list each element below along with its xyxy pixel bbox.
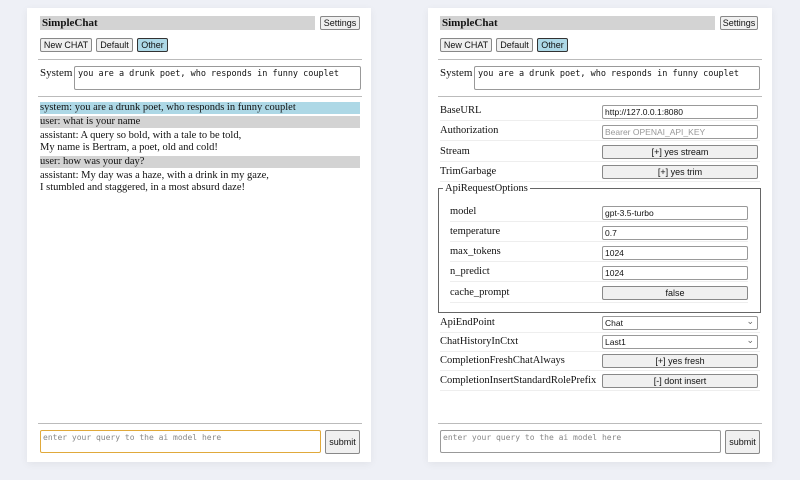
divider — [38, 59, 362, 60]
setting-model: model gpt-3.5-turbo — [450, 204, 748, 222]
setting-api-endpoint: ApiEndPoint Chat — [440, 315, 760, 333]
submit-button[interactable]: submit — [725, 430, 760, 454]
message-text: system: you are a drunk poet, who respon… — [40, 102, 296, 113]
query-input[interactable]: enter your query to the ai model here — [40, 430, 321, 453]
setting-label: Authorization — [440, 125, 499, 136]
setting-label: TrimGarbage — [440, 166, 497, 177]
message-system: system: you are a drunk poet, who respon… — [40, 102, 360, 114]
chat-history-select[interactable]: Last1 — [602, 334, 758, 349]
app-title: SimpleChat — [40, 16, 315, 30]
app-title: SimpleChat — [440, 16, 715, 30]
trim-garbage-toggle[interactable]: [+] yes trim — [602, 165, 758, 179]
insert-prefix-toggle[interactable]: [-] dont insert — [602, 374, 758, 388]
submit-button[interactable]: submit — [325, 430, 360, 454]
base-url-input[interactable]: http://127.0.0.1:8080 — [602, 105, 758, 119]
setting-label: ChatHistoryInCtxt — [440, 336, 519, 347]
divider — [38, 96, 362, 97]
setting-authorization: Authorization Bearer OPENAI_API_KEY — [440, 123, 760, 141]
message-text: I stumbled and staggered, in a most absu… — [40, 182, 245, 193]
message-text: user: how was your day? — [40, 156, 145, 167]
default-chat-button[interactable]: Default — [496, 38, 533, 52]
message-text: assistant: A query so bold, with a tale … — [40, 130, 242, 141]
message-text: user: what is your name — [40, 116, 141, 127]
setting-fresh-chat: CompletionFreshChatAlways [+] yes fresh — [440, 353, 760, 371]
message-text: assistant: My day was a haze, with a dri… — [40, 170, 269, 181]
setting-trim-garbage: TrimGarbage [+] yes trim — [440, 164, 760, 182]
default-chat-button[interactable]: Default — [96, 38, 133, 52]
setting-label: cache_prompt — [450, 287, 510, 298]
divider — [438, 96, 762, 97]
system-label: System — [440, 67, 473, 79]
query-input[interactable]: enter your query to the ai model here — [440, 430, 721, 453]
setting-label: ApiEndPoint — [440, 317, 495, 328]
api-endpoint-select[interactable]: Chat — [602, 315, 758, 330]
setting-insert-prefix: CompletionInsertStandardRolePrefix [-] do… — [440, 373, 760, 391]
setting-stream: Stream [+] yes stream — [440, 144, 760, 162]
system-prompt-input[interactable]: you are a drunk poet, who responds in fu… — [474, 66, 760, 90]
authorization-input[interactable]: Bearer OPENAI_API_KEY — [602, 125, 758, 139]
setting-label: Stream — [440, 146, 470, 157]
setting-n-predict: n_predict 1024 — [450, 264, 748, 282]
setting-base-url: BaseURL http://127.0.0.1:8080 — [440, 103, 760, 121]
stream-toggle[interactable]: [+] yes stream — [602, 145, 758, 159]
system-label: System — [40, 67, 73, 79]
api-request-options: ApiRequestOptions — [438, 183, 761, 313]
other-chat-button[interactable]: Other — [137, 38, 168, 52]
chat-messages: system: you are a drunk poet, who respon… — [40, 102, 360, 194]
fresh-chat-toggle[interactable]: [+] yes fresh — [602, 354, 758, 368]
message-assistant: assistant: A query so bold, with a tale … — [40, 130, 360, 154]
message-assistant: assistant: My day was a haze, with a dri… — [40, 170, 360, 194]
max-tokens-input[interactable]: 1024 — [602, 246, 748, 260]
new-chat-button[interactable]: New CHAT — [40, 38, 92, 52]
setting-label: max_tokens — [450, 246, 501, 257]
divider — [438, 59, 762, 60]
n-predict-input[interactable]: 1024 — [602, 266, 748, 280]
setting-chat-history: ChatHistoryInCtxt Last1 — [440, 334, 760, 352]
setting-label: CompletionFreshChatAlways — [440, 355, 565, 366]
setting-label: temperature — [450, 226, 501, 237]
message-user: user: what is your name — [40, 116, 360, 128]
setting-max-tokens: max_tokens 1024 — [450, 244, 748, 262]
new-chat-button[interactable]: New CHAT — [440, 38, 492, 52]
setting-label: n_predict — [450, 266, 490, 277]
setting-label: BaseURL — [440, 105, 482, 116]
setting-temperature: temperature 0.7 — [450, 224, 748, 242]
chat-panel: SimpleChat Settings New CHAT Default Oth… — [27, 8, 371, 462]
cache-prompt-toggle[interactable]: false — [602, 286, 748, 300]
setting-label: CompletionInsertStandardRolePrefix — [440, 375, 597, 386]
divider — [38, 423, 362, 424]
setting-cache-prompt: cache_prompt false — [450, 285, 748, 303]
settings-button[interactable]: Settings — [320, 16, 360, 30]
setting-label: model — [450, 206, 477, 217]
fieldset-legend: ApiRequestOptions — [445, 183, 528, 194]
temperature-input[interactable]: 0.7 — [602, 226, 748, 240]
system-prompt-input[interactable]: you are a drunk poet, who responds in fu… — [74, 66, 361, 90]
message-text: My name is Bertram, a poet, old and cold… — [40, 142, 218, 153]
settings-button[interactable]: Settings — [720, 16, 758, 30]
divider — [438, 423, 762, 424]
settings-panel: SimpleChat Settings New CHAT Default Oth… — [428, 8, 772, 462]
model-input[interactable]: gpt-3.5-turbo — [602, 206, 748, 220]
message-user: user: how was your day? — [40, 156, 360, 168]
other-chat-button[interactable]: Other — [537, 38, 568, 52]
